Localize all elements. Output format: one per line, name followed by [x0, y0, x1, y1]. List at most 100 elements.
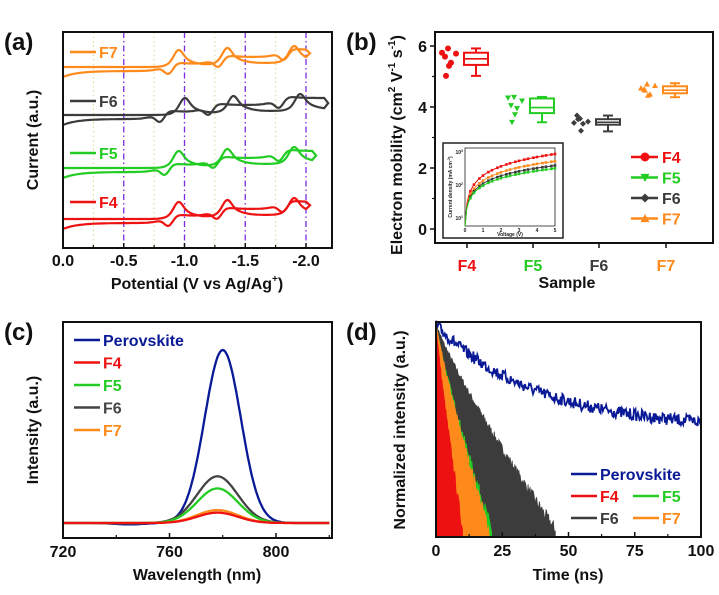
panel-c-xlabel: Wavelength (nm): [133, 567, 261, 584]
inset-point-f6: [472, 189, 476, 193]
inset-point-f6: [505, 173, 508, 176]
inset-point-f7: [550, 160, 553, 163]
panel-a-curves: [62, 44, 330, 231]
inset-point-f7: [514, 166, 517, 170]
legend-label-f7: F7: [662, 212, 681, 229]
panel-b-legend: F4 F5 F6 F7: [631, 150, 681, 229]
inset-point-f5: [517, 172, 521, 176]
panel-d: (d) Perovskite F4 F5 F6 F7 0 25 50 75 100 Time (…: [346, 319, 714, 584]
inset-point-f6: [544, 165, 548, 169]
panel-b-data: [439, 45, 688, 134]
y-tick-label: 2: [418, 161, 427, 178]
inset-point-f5: [472, 191, 476, 195]
inset-point-f5: [544, 168, 548, 171]
inset-point-f5: [526, 170, 530, 174]
y-tick-label: 6: [418, 39, 427, 56]
inset-point-f7: [472, 187, 476, 191]
inset-point-f6: [508, 172, 512, 175]
x-tick-label: 75: [626, 543, 644, 560]
data-point-f5: [519, 98, 525, 104]
legend-label-f5: F5: [662, 489, 681, 506]
trpl-trace-perovskite: [435, 320, 702, 428]
data-point-f7: [645, 92, 651, 98]
inset-point-f5: [541, 168, 544, 172]
inset-point-f4: [481, 174, 485, 177]
inset-point-f5: [499, 176, 503, 180]
panel-a-legend: F7 F6 F5 F4: [70, 45, 118, 212]
inset-point-f7: [523, 164, 526, 168]
x-tick-label-f4: F4: [458, 258, 477, 275]
data-point-f4: [445, 45, 451, 52]
panel-c-legend: Perovskite F4 F5 F6 F7: [74, 333, 184, 440]
inset-ylabel: Current density (mA cm-2): [447, 156, 454, 218]
x-tick-label: 800: [263, 544, 290, 561]
legend-label-f4: F4: [600, 489, 619, 506]
data-point-f6: [585, 118, 591, 125]
inset-point-f4: [526, 157, 530, 161]
y-tick-label: 0: [418, 222, 427, 239]
legend-label-f4: F4: [103, 356, 122, 373]
legend-label-f6: F6: [600, 511, 619, 528]
inset-point-f6: [478, 184, 481, 188]
inset-point-f7: [481, 179, 485, 182]
inset-point-f5: [550, 167, 553, 171]
inset-point-f5: [508, 174, 512, 178]
panel-a-xlabel: Potential (V vs Ag/Ag+): [111, 274, 283, 293]
panel-c-frame: [62, 321, 333, 539]
panel-d-legend: Perovskite F4 F5 F6 F7: [571, 467, 681, 528]
inset-point-f6: [517, 170, 521, 173]
inset-point-f7: [535, 162, 539, 166]
data-point-f4: [443, 72, 449, 79]
legend-label-perovskite: Perovskite: [600, 467, 681, 484]
panel-d-label: (d): [346, 319, 377, 346]
inset-point-f4: [544, 154, 548, 157]
cv-curve-f5: [62, 145, 318, 180]
y-tick-label: 4: [418, 100, 427, 117]
x-tick-label: -1.5: [231, 253, 259, 270]
data-point-f5: [514, 106, 520, 112]
legend-label-f7: F7: [103, 423, 122, 440]
panel-d-ylabel: Normalized intensity (a.u.): [392, 330, 409, 529]
legend-marker-f5: [640, 173, 650, 182]
inset-point-f5: [469, 196, 472, 200]
inset-point-f4: [478, 177, 481, 180]
inset-y-tick-label: 101: [455, 215, 463, 222]
inset-x-tick-label: 4: [536, 228, 539, 234]
inset-point-f6: [499, 174, 503, 178]
inset-point-f7: [517, 166, 521, 169]
data-point-f4: [446, 62, 452, 69]
pl-curve-f4: [63, 511, 330, 525]
inset-point-f7: [526, 164, 530, 167]
inset-point-f5: [535, 169, 539, 173]
data-point-f5: [512, 112, 518, 118]
inset-point-f4: [496, 166, 499, 170]
box-f5: [529, 97, 555, 115]
panel-d-x-ticks: 0 25 50 75 100: [432, 532, 714, 560]
inset-point-f4: [550, 153, 553, 156]
legend-label-f6: F6: [103, 401, 122, 418]
inset-x-tick-label: 3: [518, 228, 521, 234]
inset-point-f4: [469, 189, 472, 193]
inset-point-f5: [478, 186, 481, 190]
inset-point-f4: [490, 168, 494, 172]
inset-point-f6: [532, 167, 535, 170]
inset-x-tick-label: 1: [482, 228, 485, 234]
data-point-f4: [453, 50, 459, 57]
inset-point-f6: [523, 168, 526, 172]
data-point-f4: [442, 53, 448, 60]
legend-marker-f7: [640, 214, 650, 223]
panel-a-frame: [62, 31, 333, 249]
inset-point-f6: [469, 195, 472, 199]
legend-label-perovskite: Perovskite: [103, 333, 184, 350]
inset-point-f7: [490, 174, 494, 178]
inset-point-f5: [490, 180, 494, 183]
panel-b-ticks: 0 2 4 6 F4 F5 F6 F7: [418, 39, 675, 275]
panel-b-xlabel: Sample: [539, 275, 596, 292]
inset-y-tick-exponent: 1: [461, 215, 463, 219]
legend-marker-f6: [640, 193, 650, 203]
panel-a-ylabel: Current (a.u.): [25, 90, 42, 190]
x-tick-label: 760: [156, 544, 183, 561]
inset-point-f7: [508, 168, 512, 171]
